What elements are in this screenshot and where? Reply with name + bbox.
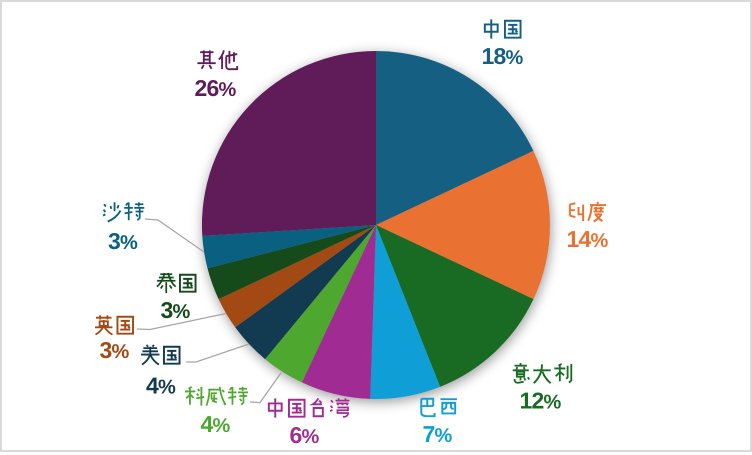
svg-text:12%: 12% bbox=[520, 388, 562, 414]
svg-text:3%: 3% bbox=[161, 297, 191, 323]
svg-text:4%: 4% bbox=[201, 411, 231, 437]
svg-text:26%: 26% bbox=[195, 75, 237, 101]
svg-text:7%: 7% bbox=[423, 421, 453, 447]
svg-text:18%: 18% bbox=[482, 43, 524, 69]
svg-text:3%: 3% bbox=[108, 228, 138, 254]
svg-text:4%: 4% bbox=[146, 373, 176, 399]
svg-text:3%: 3% bbox=[100, 337, 130, 363]
svg-text:6%: 6% bbox=[290, 422, 320, 448]
svg-text:14%: 14% bbox=[567, 226, 609, 252]
